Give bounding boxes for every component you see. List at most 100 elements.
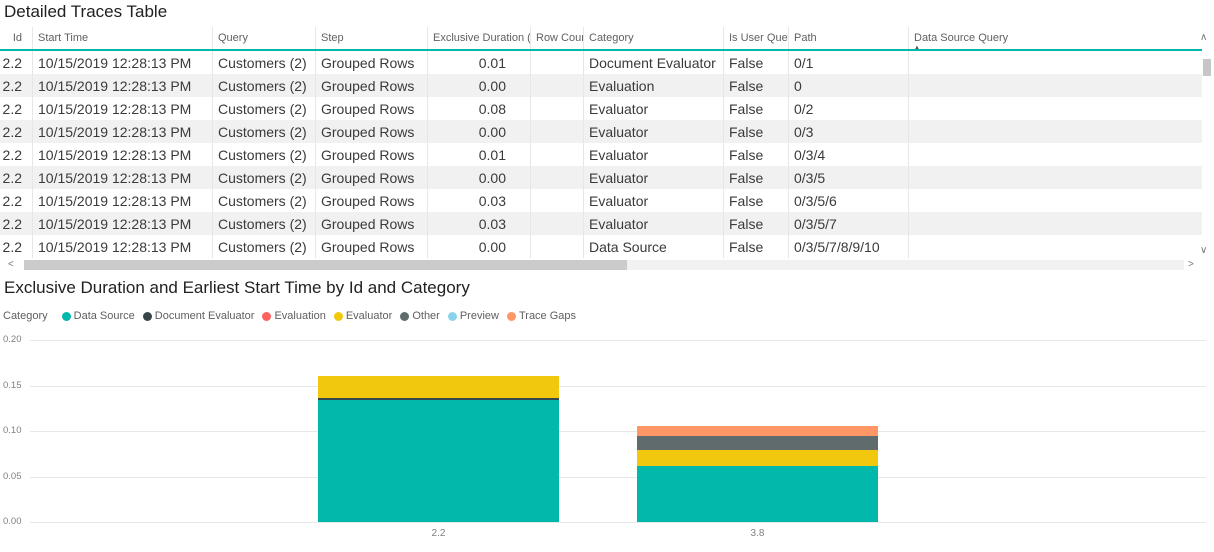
table-cell	[908, 51, 1202, 74]
bar-segment-evaluator[interactable]	[637, 450, 878, 467]
table-row[interactable]: 2.2 10/15/2019 12:28:13 PM Customers (2) Gr…	[0, 120, 1202, 143]
table-cell	[530, 189, 583, 212]
table-cell: Grouped Rows	[315, 189, 427, 212]
table-row[interactable]: 2.2 10/15/2019 12:28:13 PM Customers (2) Gr…	[0, 97, 1202, 120]
table-cell: 2.2	[2, 146, 22, 163]
column-header-row-count[interactable]: Row Count	[530, 27, 583, 49]
y-tick-label: 0.20	[3, 334, 22, 345]
scroll-up-icon[interactable]: ∧	[1200, 32, 1208, 43]
column-header-query[interactable]: Query	[212, 27, 315, 49]
bar-segment-trace-gaps[interactable]	[637, 426, 878, 436]
bar-segment-evaluator[interactable]	[318, 376, 559, 399]
legend-item-trace-gaps[interactable]: Trace Gaps	[506, 310, 576, 322]
table-cell: 10/15/2019 12:28:13 PM	[32, 143, 212, 166]
legend-item-other[interactable]: Other	[400, 310, 440, 322]
horizontal-scrollbar-track[interactable]	[24, 260, 1184, 270]
table-cell: 0.00	[427, 120, 530, 143]
table-cell: False	[723, 235, 788, 258]
column-header-start-time[interactable]: Start Time	[32, 27, 212, 49]
legend-item-data-source[interactable]: Data Source	[61, 310, 135, 322]
table-cell: 10/15/2019 12:28:13 PM	[32, 51, 212, 74]
table-cell: False	[723, 74, 788, 97]
table-cell: 10/15/2019 12:28:13 PM	[32, 212, 212, 235]
gridline	[30, 340, 1206, 341]
table-cell: False	[723, 143, 788, 166]
column-header-path[interactable]: Path	[788, 27, 908, 49]
column-header-label: Id	[12, 32, 22, 44]
table-cell	[530, 166, 583, 189]
legend-item-document-evaluator[interactable]: Document Evaluator	[142, 310, 254, 322]
table-cell: 2.2	[2, 238, 22, 255]
table-cell: 2.2	[2, 100, 22, 117]
table-row[interactable]: 2.2 10/15/2019 12:28:13 PM Customers (2) Gr…	[0, 189, 1202, 212]
table-cell: 2.2	[2, 215, 22, 232]
table-cell: Customers (2)	[212, 235, 315, 258]
table-cell: 0/3/5	[788, 166, 908, 189]
table-cell: 0.03	[427, 189, 530, 212]
table-cell	[908, 74, 1202, 97]
table-cell	[530, 143, 583, 166]
bar-segment-data-source[interactable]	[318, 400, 559, 522]
column-header-label: Step	[321, 32, 344, 44]
column-header-category[interactable]: Category	[583, 27, 723, 49]
table-cell: Customers (2)	[212, 74, 315, 97]
table-cell: 0.01	[427, 51, 530, 74]
table-row[interactable]: 2.2 10/15/2019 12:28:13 PM Customers (2) Gr…	[0, 166, 1202, 189]
legend-title: Category	[3, 310, 48, 322]
table-cell: Evaluation	[583, 74, 723, 97]
legend-item-evaluation[interactable]: Evaluation	[262, 310, 326, 322]
table-cell: Evaluator	[583, 120, 723, 143]
table-row[interactable]: 2.2 10/15/2019 12:28:13 PM Customers (2) Gr…	[0, 212, 1202, 235]
table-cell: 0/3/5/6	[788, 189, 908, 212]
table-cell: 0/3/4	[788, 143, 908, 166]
scroll-left-icon[interactable]: <	[8, 259, 14, 270]
column-header-id[interactable]: Id	[0, 27, 32, 49]
table-cell: 2.2	[2, 123, 22, 140]
horizontal-scrollbar-thumb[interactable]	[24, 260, 627, 270]
table-cell: Evaluator	[583, 166, 723, 189]
bar-segment-document-evaluator[interactable]	[318, 398, 559, 401]
legend-item-label: Preview	[459, 310, 499, 322]
vertical-scrollbar-thumb[interactable]	[1203, 59, 1211, 76]
table-cell: Customers (2)	[212, 120, 315, 143]
table-cell	[530, 51, 583, 74]
column-header-exclusive-duration-[interactable]: Exclusive Duration (%)	[427, 27, 530, 49]
table-cell: Evaluator	[583, 143, 723, 166]
bar-segment-data-source[interactable]	[637, 466, 878, 522]
column-header-label: Row Count	[536, 32, 583, 44]
table-cell: 0	[788, 74, 908, 97]
y-tick-label: 0.10	[3, 425, 22, 436]
table-cell: 10/15/2019 12:28:13 PM	[32, 166, 212, 189]
legend-item-label: Evaluation	[274, 310, 326, 322]
table-cell: 2.2	[2, 77, 22, 94]
column-header-label: Query	[218, 32, 248, 44]
column-header-label: Start Time	[38, 32, 89, 44]
table-row[interactable]: 2.2 10/15/2019 12:28:13 PM Customers (2) Gr…	[0, 74, 1202, 97]
table-cell	[530, 74, 583, 97]
table-row[interactable]: 2.2 10/15/2019 12:28:13 PM Customers (2) Gr…	[0, 51, 1202, 74]
table-cell	[530, 212, 583, 235]
table-row[interactable]: 2.2 10/15/2019 12:28:13 PM Customers (2) Gr…	[0, 235, 1202, 258]
column-header-step[interactable]: Step	[315, 27, 427, 49]
table-cell: Customers (2)	[212, 143, 315, 166]
x-tick-label: 2.2	[431, 528, 446, 539]
legend-item-evaluator[interactable]: Evaluator	[333, 310, 393, 322]
column-header-is-user-query[interactable]: Is User Query	[723, 27, 788, 49]
legend-item-preview[interactable]: Preview	[447, 310, 499, 322]
table-row[interactable]: 2.2 10/15/2019 12:28:13 PM Customers (2) Gr…	[0, 143, 1202, 166]
scroll-right-icon[interactable]: >	[1188, 259, 1194, 270]
table-cell	[908, 189, 1202, 212]
table-cell: Customers (2)	[212, 97, 315, 120]
scroll-down-icon[interactable]: ∨	[1200, 245, 1208, 256]
legend-item-label: Evaluator	[345, 310, 393, 322]
table-cell: 0/1	[788, 51, 908, 74]
bar-segment-other[interactable]	[637, 435, 878, 451]
column-header-data-source-query[interactable]: Data Source Query ▲	[908, 27, 1202, 49]
table-body: 2.2 10/15/2019 12:28:13 PM Customers (2) Gr…	[0, 51, 1202, 258]
column-header-label: Category	[589, 32, 634, 44]
column-header-label: Path	[794, 32, 817, 44]
table-cell: Grouped Rows	[315, 166, 427, 189]
table-cell: False	[723, 189, 788, 212]
table-cell	[908, 166, 1202, 189]
table-cell: 0/3/5/7/8/9/10	[788, 235, 908, 258]
